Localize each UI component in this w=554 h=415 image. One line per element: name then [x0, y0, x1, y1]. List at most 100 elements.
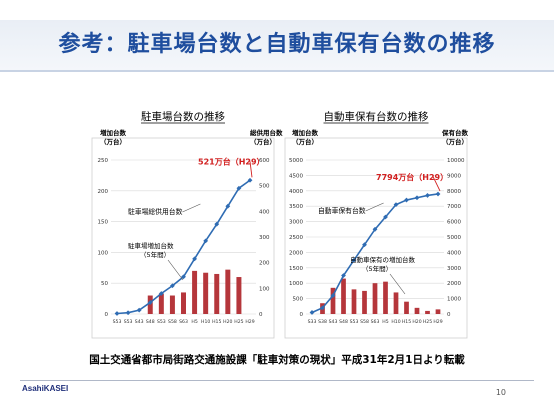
chart-title: 自動車保有台数の推移 [324, 110, 429, 123]
bar [435, 309, 441, 314]
x-tick-label: H15 [402, 319, 411, 325]
bar [158, 293, 164, 314]
line-point [414, 195, 420, 201]
right-tick-label: 300 [259, 235, 270, 241]
x-tick-label: S53 [113, 319, 122, 325]
parking-chart: 駐車場台数の推移増加台数（万台）総供用台数（万台）050100150200250… [91, 110, 283, 339]
right-tick-label: 10000 [447, 158, 465, 164]
bar-series-label: 自動車保有の増加台数 [350, 255, 416, 264]
x-tick-label: S63 [179, 319, 188, 325]
bar [372, 283, 378, 314]
right-tick-label: 400 [259, 209, 270, 215]
right-axis-label: （万台） [442, 137, 468, 146]
line-point [320, 305, 325, 311]
left-tick-label: 1000 [289, 281, 303, 287]
bar [425, 310, 430, 314]
line-point [225, 203, 231, 209]
vehicle-ownership-chart: 自動車保有台数の推移増加台数（万台）保有台数（万台）05001000150020… [284, 110, 469, 339]
x-tick-label: H5 [191, 319, 197, 325]
right-tick-label: 0 [447, 312, 451, 318]
left-tick-label: 0 [105, 312, 109, 318]
bar [236, 277, 242, 314]
x-tick-label: H29 [245, 319, 254, 325]
right-tick-label: 200 [259, 261, 270, 267]
left-tick-label: 250 [98, 158, 109, 164]
x-tick-label: S58 [168, 319, 177, 325]
left-axis-label: （万台） [292, 137, 318, 146]
line-series-leader [182, 203, 201, 213]
right-axis-label: 保有台数 [441, 128, 469, 137]
line-point [114, 311, 120, 316]
x-tick-label: S53 [350, 319, 359, 325]
x-tick-label: S43 [135, 319, 144, 325]
footer-divider [20, 380, 534, 381]
bar [330, 287, 336, 314]
x-tick-label: S58 [360, 319, 369, 325]
bar-series-leader [389, 273, 406, 295]
line-point [125, 310, 131, 316]
left-tick-label: 4000 [289, 189, 303, 195]
line-point [214, 221, 220, 227]
left-tick-label: 4500 [289, 173, 303, 179]
bar [404, 301, 409, 314]
line-point [147, 300, 153, 305]
line-series-label: 駐車場総供用台数 [128, 207, 183, 216]
line-point [309, 310, 315, 315]
page-title: 参考：駐車場台数と自動車保有台数の推移 [58, 32, 496, 57]
line-point [393, 202, 399, 208]
line-series-label: 自動車保有台数 [318, 206, 366, 215]
company-logo: AsahiKASEI [22, 384, 69, 393]
left-tick-label: 3500 [289, 204, 303, 210]
callout-label: 521万台（H29） [198, 156, 265, 166]
chart-title: 駐車場台数の推移 [141, 110, 225, 123]
left-tick-label: 2000 [289, 250, 303, 256]
line-point [192, 256, 197, 262]
x-tick-label: H25 [423, 319, 432, 325]
line-point [435, 191, 441, 197]
line-point [247, 177, 253, 183]
right-tick-label: 5000 [447, 235, 461, 241]
line-point [170, 283, 175, 289]
x-tick-label: H29 [433, 319, 442, 325]
line-point [341, 273, 346, 278]
left-axis-label: 増加台数 [292, 128, 319, 137]
page-number: 10 [495, 388, 506, 397]
callout-arrow [249, 161, 253, 178]
x-tick-label: H25 [234, 319, 243, 325]
bar-series-label: （5年間） [362, 264, 392, 273]
line-point [404, 197, 409, 203]
left-tick-label: 50 [101, 281, 108, 287]
right-tick-label: 1000 [447, 297, 461, 303]
bar-series-label: （5年間） [140, 250, 170, 259]
x-tick-label: H20 [412, 319, 421, 325]
bar [414, 307, 420, 314]
x-tick-label: H20 [223, 319, 232, 325]
line-point [236, 185, 242, 191]
line-point [351, 257, 357, 263]
bar [169, 295, 175, 314]
source-note: 国土交通省都市局街路交通施設課「駐車対策の現状」平成31年2月1日より転載 [89, 354, 465, 366]
bar [203, 272, 209, 314]
bar-series-leader [167, 259, 184, 281]
right-axis-label: 総供用台数 [250, 128, 283, 137]
left-tick-label: 100 [98, 250, 109, 256]
left-tick-label: 0 [300, 312, 304, 318]
bar [192, 270, 198, 314]
line-point [330, 293, 336, 298]
line-series-leader [365, 202, 384, 212]
x-tick-label: H10 [391, 319, 400, 325]
x-tick-label: S33 [308, 319, 317, 325]
line-point [136, 307, 142, 313]
right-tick-label: 7000 [447, 204, 461, 210]
right-tick-label: 500 [259, 184, 270, 190]
left-tick-label: 150 [98, 220, 109, 226]
bar-series-label: 駐車場増加台数 [128, 241, 174, 250]
left-tick-label: 5000 [289, 158, 303, 164]
line-point [181, 274, 186, 280]
bar [181, 292, 186, 314]
left-tick-label: 1500 [289, 266, 303, 272]
x-tick-label: S63 [371, 319, 380, 325]
bar [351, 289, 357, 314]
bar [393, 292, 399, 314]
right-tick-label: 2000 [447, 281, 461, 287]
